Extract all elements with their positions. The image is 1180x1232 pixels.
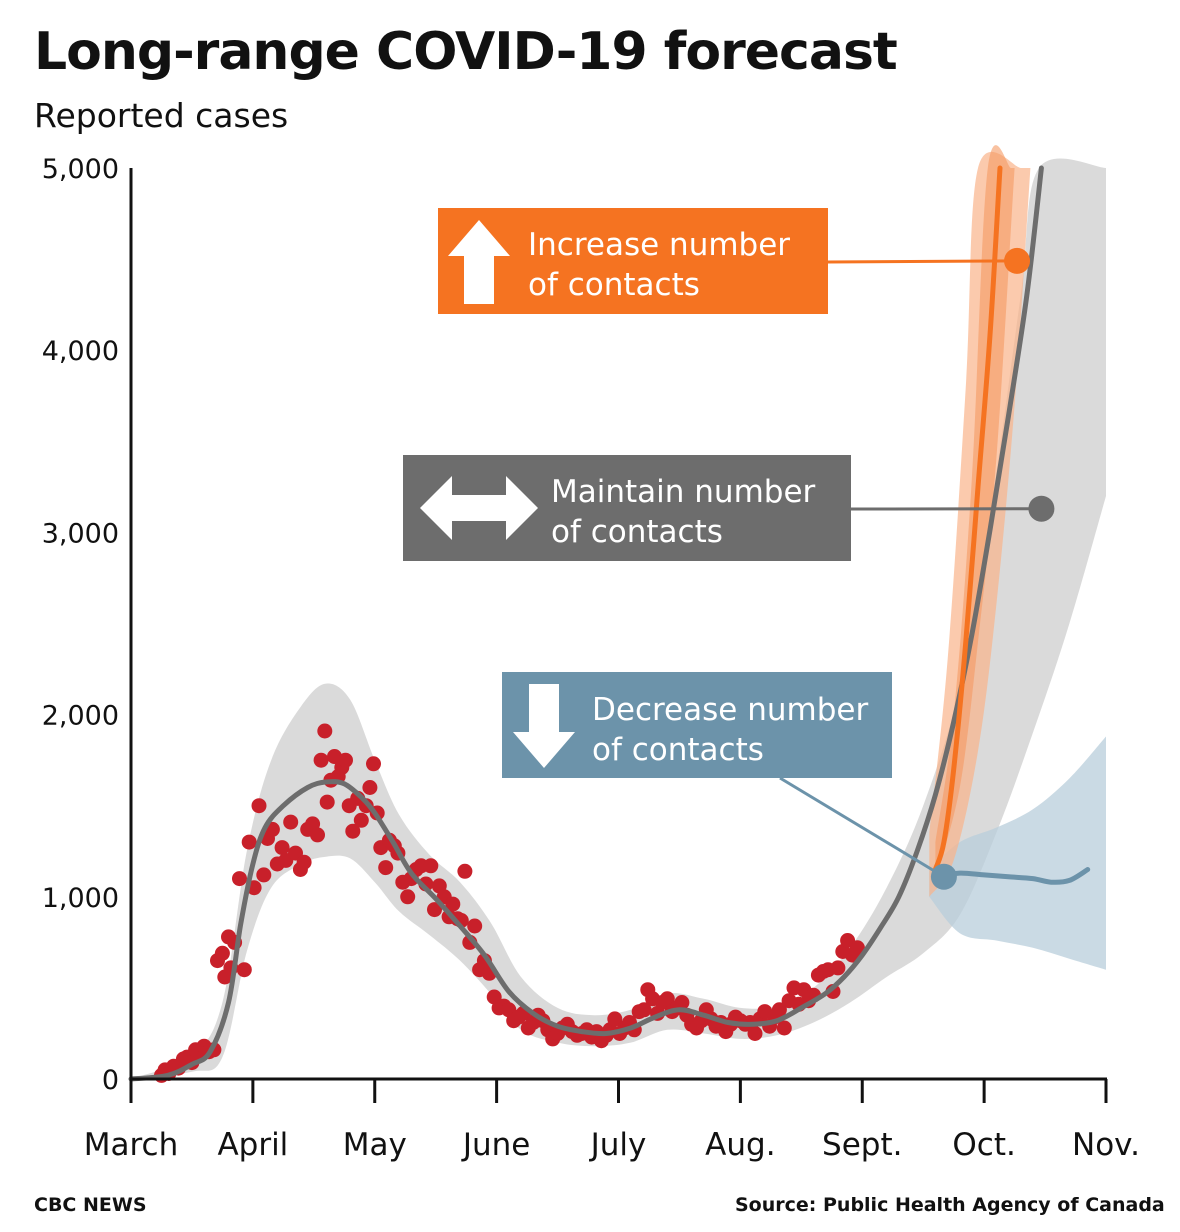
case-point (747, 1026, 763, 1041)
series-lines (128, 165, 1091, 1082)
case-point (283, 814, 299, 830)
maintain-label-line2: of contacts (551, 514, 723, 550)
case-point (467, 918, 483, 934)
maintain-marker (1028, 495, 1055, 522)
case-point (423, 858, 439, 874)
decrease-marker (930, 863, 957, 890)
case-point (445, 896, 461, 912)
decrease-label-box (502, 672, 892, 778)
case-point (296, 854, 312, 870)
case-point (251, 798, 267, 814)
case-point (607, 1011, 623, 1027)
case-point (256, 867, 272, 883)
case-point (776, 1020, 792, 1036)
y-tick-label: 1,000 (42, 883, 119, 914)
case-point (362, 780, 378, 795)
case-point (236, 962, 252, 978)
case-point (427, 902, 442, 918)
case-point (353, 812, 369, 828)
case-point (674, 995, 690, 1010)
model-fit-line (128, 165, 1044, 1082)
increase-marker (1004, 247, 1031, 274)
x-tick-label: Nov. (1072, 1127, 1140, 1163)
case-point (366, 756, 381, 772)
case-point (317, 723, 333, 739)
case-point (313, 752, 329, 768)
y-tick-label: 0 (102, 1065, 119, 1096)
increase-scenario-line (932, 165, 1003, 872)
decrease-scenario-annotation: Decrease number of contacts (502, 672, 957, 890)
y-tick-label: 2,000 (42, 701, 119, 732)
left-right-arrow-icon (420, 476, 538, 540)
x-tick-label: May (343, 1127, 407, 1163)
case-point (232, 871, 247, 887)
decrease-leader-line (779, 776, 945, 879)
x-tick-label: Aug. (705, 1127, 775, 1163)
maintain-scenario-annotation: Maintain number of contacts (403, 455, 1055, 561)
increase-label-line1: Increase number (528, 227, 790, 263)
increase-label-line2: of contacts (528, 267, 700, 303)
case-point (214, 945, 230, 961)
case-point (457, 863, 473, 879)
x-tick-label: Oct. (952, 1127, 1015, 1163)
case-point (659, 991, 675, 1007)
case-point (241, 834, 257, 850)
case-point (319, 794, 335, 810)
y-tick-label: 5,000 (42, 154, 119, 185)
case-point (274, 840, 290, 856)
case-point (345, 823, 361, 839)
maintain-label-line1: Maintain number (551, 474, 816, 510)
increase-scenario-annotation: Increase number of contacts (438, 208, 1031, 314)
x-tick-label: April (217, 1127, 288, 1163)
case-point (636, 1002, 652, 1018)
source-note: Source: Public Health Agency of Canada (735, 1194, 1165, 1216)
case-point (849, 940, 865, 956)
decrease-label-line1: Decrease number (592, 692, 868, 728)
case-point (378, 860, 394, 876)
increase-leader-line (827, 259, 1018, 264)
decrease-confidence-band (929, 736, 1106, 970)
x-tick-label: Sept. (822, 1127, 902, 1163)
decrease-scenario-line (937, 867, 1091, 885)
chart-subtitle: Reported cases (34, 96, 289, 135)
x-tick-label: June (461, 1127, 531, 1163)
case-point (310, 827, 325, 843)
page-title: Long-range COVID-19 forecast (34, 22, 898, 82)
y-tick-label: 4,000 (42, 336, 119, 367)
increase-label-box (438, 208, 828, 314)
decrease-label-line2: of contacts (592, 732, 764, 768)
case-point (771, 1002, 787, 1018)
up-arrow-icon (448, 220, 510, 304)
y-tick-label: 3,000 (42, 518, 119, 549)
x-tick-label: March (84, 1127, 179, 1163)
publisher-credit: CBC NEWS (34, 1194, 147, 1216)
case-point (400, 889, 416, 905)
case-point (338, 752, 353, 768)
down-arrow-icon (513, 684, 575, 768)
case-point (830, 960, 846, 976)
x-tick-label: July (589, 1127, 647, 1163)
axes: 0 1,000 2,000 3,000 4,000 5,000 March April May J… (42, 154, 1140, 1163)
